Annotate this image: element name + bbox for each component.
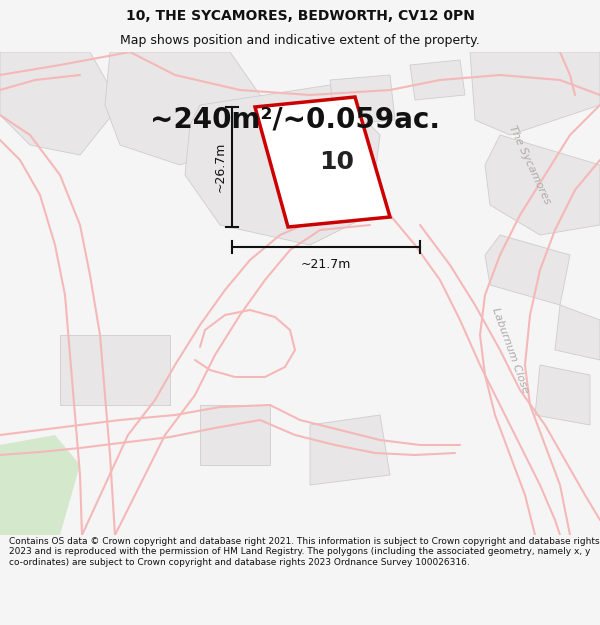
Polygon shape — [60, 335, 170, 405]
Polygon shape — [0, 435, 80, 535]
Polygon shape — [105, 52, 260, 165]
Text: Map shows position and indicative extent of the property.: Map shows position and indicative extent… — [120, 34, 480, 47]
Polygon shape — [410, 60, 465, 100]
Polygon shape — [310, 415, 390, 485]
Polygon shape — [185, 85, 380, 245]
Polygon shape — [330, 75, 395, 125]
Polygon shape — [535, 365, 590, 425]
Text: 10, THE SYCAMORES, BEDWORTH, CV12 0PN: 10, THE SYCAMORES, BEDWORTH, CV12 0PN — [125, 9, 475, 22]
Polygon shape — [485, 135, 600, 235]
Polygon shape — [555, 305, 600, 360]
Polygon shape — [485, 235, 570, 305]
Polygon shape — [200, 405, 270, 465]
Text: 10: 10 — [320, 150, 355, 174]
Text: The Sycamores: The Sycamores — [508, 124, 553, 206]
Text: ~21.7m: ~21.7m — [301, 259, 351, 271]
Polygon shape — [255, 97, 390, 227]
Polygon shape — [470, 52, 600, 135]
Polygon shape — [0, 52, 120, 155]
Text: Contains OS data © Crown copyright and database right 2021. This information is : Contains OS data © Crown copyright and d… — [9, 537, 599, 567]
Text: Laburnum Close: Laburnum Close — [490, 306, 530, 394]
Text: ~26.7m: ~26.7m — [214, 142, 227, 192]
Text: ~240m²/~0.059ac.: ~240m²/~0.059ac. — [150, 106, 440, 134]
